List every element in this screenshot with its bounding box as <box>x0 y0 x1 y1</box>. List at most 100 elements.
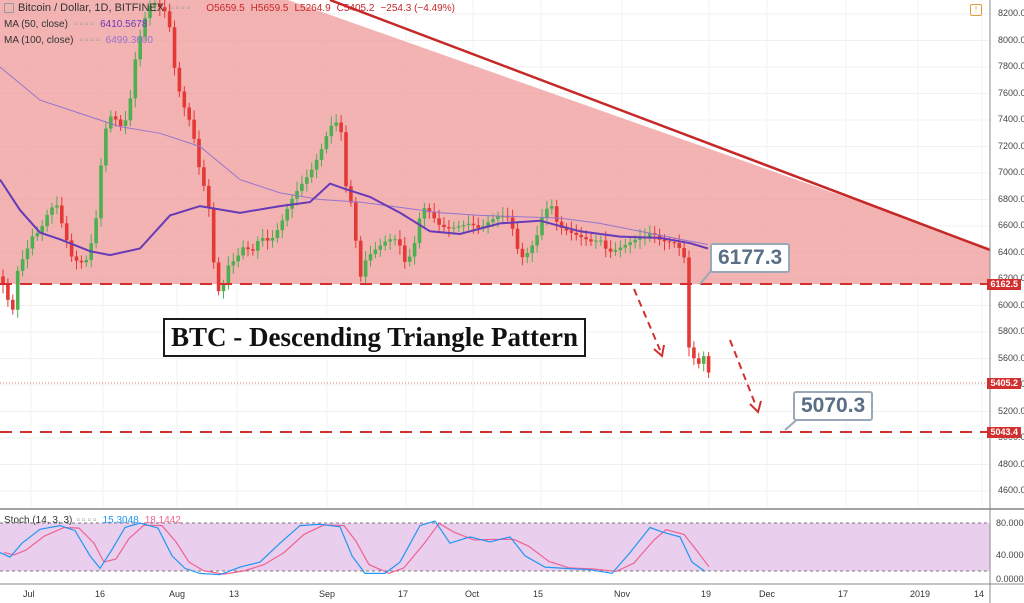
price-axis-tick: 5800.0000 <box>998 326 1024 336</box>
ohlc-low: L5264.9 <box>294 2 331 14</box>
price-axis-tick: 6800.0000 <box>998 193 1024 204</box>
stoch-k-line <box>0 520 706 576</box>
candle-body <box>491 219 495 223</box>
candle-body <box>20 259 25 271</box>
candle-body <box>515 228 520 249</box>
chart-legend: Bitcoin / Dollar, 1D, BITFINEX ▫▫▫▫ O565… <box>0 0 455 48</box>
time-axis-label: 17 <box>398 589 409 599</box>
candle-body <box>403 245 407 262</box>
candle-body <box>30 236 35 249</box>
candle-body <box>192 119 196 139</box>
candle-body <box>50 207 54 215</box>
pattern-title[interactable]: BTC - Descending Triangle Pattern <box>163 318 586 357</box>
ohlc-change: −254.3 (−4.49%) <box>380 2 455 14</box>
candle-body <box>554 206 559 222</box>
time-axis-label: 14 <box>974 589 985 599</box>
resistance-trendline <box>329 0 991 252</box>
candle-body <box>300 183 304 192</box>
candle-body <box>280 220 285 231</box>
legend-buttons[interactable]: ▫▫▫▫ <box>79 34 102 46</box>
candle-body <box>207 185 211 209</box>
candle-body <box>667 241 672 243</box>
candle-body <box>69 240 74 257</box>
price-axis-tick: 7400.0000 <box>998 114 1024 124</box>
symbol-label[interactable]: Bitcoin / Dollar, 1D, BITFINEX <box>18 2 165 14</box>
candle-body <box>687 257 691 348</box>
stoch-axis-tick-0: 0.0000 <box>996 574 1024 584</box>
candle-body <box>128 98 133 121</box>
candle-body <box>329 125 334 137</box>
candle-body <box>608 248 613 252</box>
candle-body <box>197 138 201 168</box>
price-axis-tick: 5600.0000 <box>998 352 1024 363</box>
time-axis-label: 13 <box>229 589 240 599</box>
ohlc-close: C5405.2 <box>336 2 375 14</box>
candle-body <box>55 205 59 208</box>
candle-body <box>182 91 187 108</box>
candle-body <box>603 240 608 249</box>
candle-body <box>442 224 446 228</box>
candle-body <box>486 222 490 227</box>
candle-body <box>623 244 628 248</box>
projection-arrow-2 <box>729 339 762 414</box>
candle-body <box>118 119 123 126</box>
candle-body <box>158 3 162 8</box>
candle-body <box>692 347 696 359</box>
candle-body <box>633 239 637 243</box>
callout-upper[interactable]: 6177.3 <box>710 243 791 273</box>
candle-body <box>520 248 525 258</box>
candle-body <box>672 242 677 244</box>
candle-body <box>148 5 152 18</box>
ma50-line <box>0 179 709 257</box>
legend-buttons[interactable]: ▫▫▫▫ <box>73 18 97 30</box>
candle-body <box>398 239 402 246</box>
candle-body <box>701 356 706 364</box>
candle-body <box>260 238 265 241</box>
candle-body <box>697 358 701 364</box>
collapse-icon[interactable] <box>4 3 14 13</box>
candle-body <box>84 259 89 263</box>
candle-body <box>64 223 69 241</box>
stoch-legend: Stoch (14, 3, 3) ▫▫▫▫ 15.3048 18.1442 <box>0 512 181 528</box>
legend-buttons[interactable]: ▫▫▫▫ <box>76 514 99 526</box>
candle-body <box>599 240 603 242</box>
candle-body <box>344 132 348 187</box>
ma50-legend-label[interactable]: MA (50, close) <box>4 18 68 30</box>
settings-icon[interactable]: ! <box>970 4 982 16</box>
ma100-legend-label[interactable]: MA (100, close) <box>4 34 74 46</box>
candle-body <box>358 240 363 277</box>
stoch-d-value: 18.1442 <box>144 514 181 526</box>
candle-body <box>305 177 309 184</box>
candle-body <box>162 7 167 12</box>
candle-body <box>363 260 368 277</box>
time-axis-label: 2019 <box>910 589 931 599</box>
callout-lower[interactable]: 5070.3 <box>793 391 874 421</box>
candle-body <box>270 237 275 241</box>
stoch-axis-tick-80: 80.0000 <box>996 518 1024 528</box>
price-axis-tick: 6200.0000 <box>998 273 1024 283</box>
candle-body <box>393 239 397 241</box>
candle-body <box>412 242 417 257</box>
price-axis-tick: 8200.0000 <box>998 8 1024 18</box>
stoch-k-value: 15.3048 <box>102 514 139 526</box>
candle-body <box>265 238 270 241</box>
legend-buttons[interactable]: ▫▫▫▫ <box>170 2 193 14</box>
candle-body <box>569 230 574 233</box>
candle-body <box>407 256 412 262</box>
candle-body <box>638 238 642 240</box>
candle-body <box>368 254 373 261</box>
price-axis-tick: 7200.0000 <box>998 140 1024 151</box>
candle-body <box>354 202 358 241</box>
candle-body <box>427 208 432 213</box>
candle-body <box>535 235 539 246</box>
candle-body <box>172 27 177 68</box>
time-axis-label: 19 <box>701 589 712 599</box>
stoch-legend-label[interactable]: Stoch (14, 3, 3) <box>4 514 73 526</box>
candle-body <box>618 247 623 251</box>
candle-body <box>251 249 255 251</box>
candle-body <box>530 245 534 254</box>
price-axis-tick: 4600.0000 <box>998 485 1024 495</box>
candle-body <box>501 216 505 218</box>
candle-body <box>143 17 147 37</box>
